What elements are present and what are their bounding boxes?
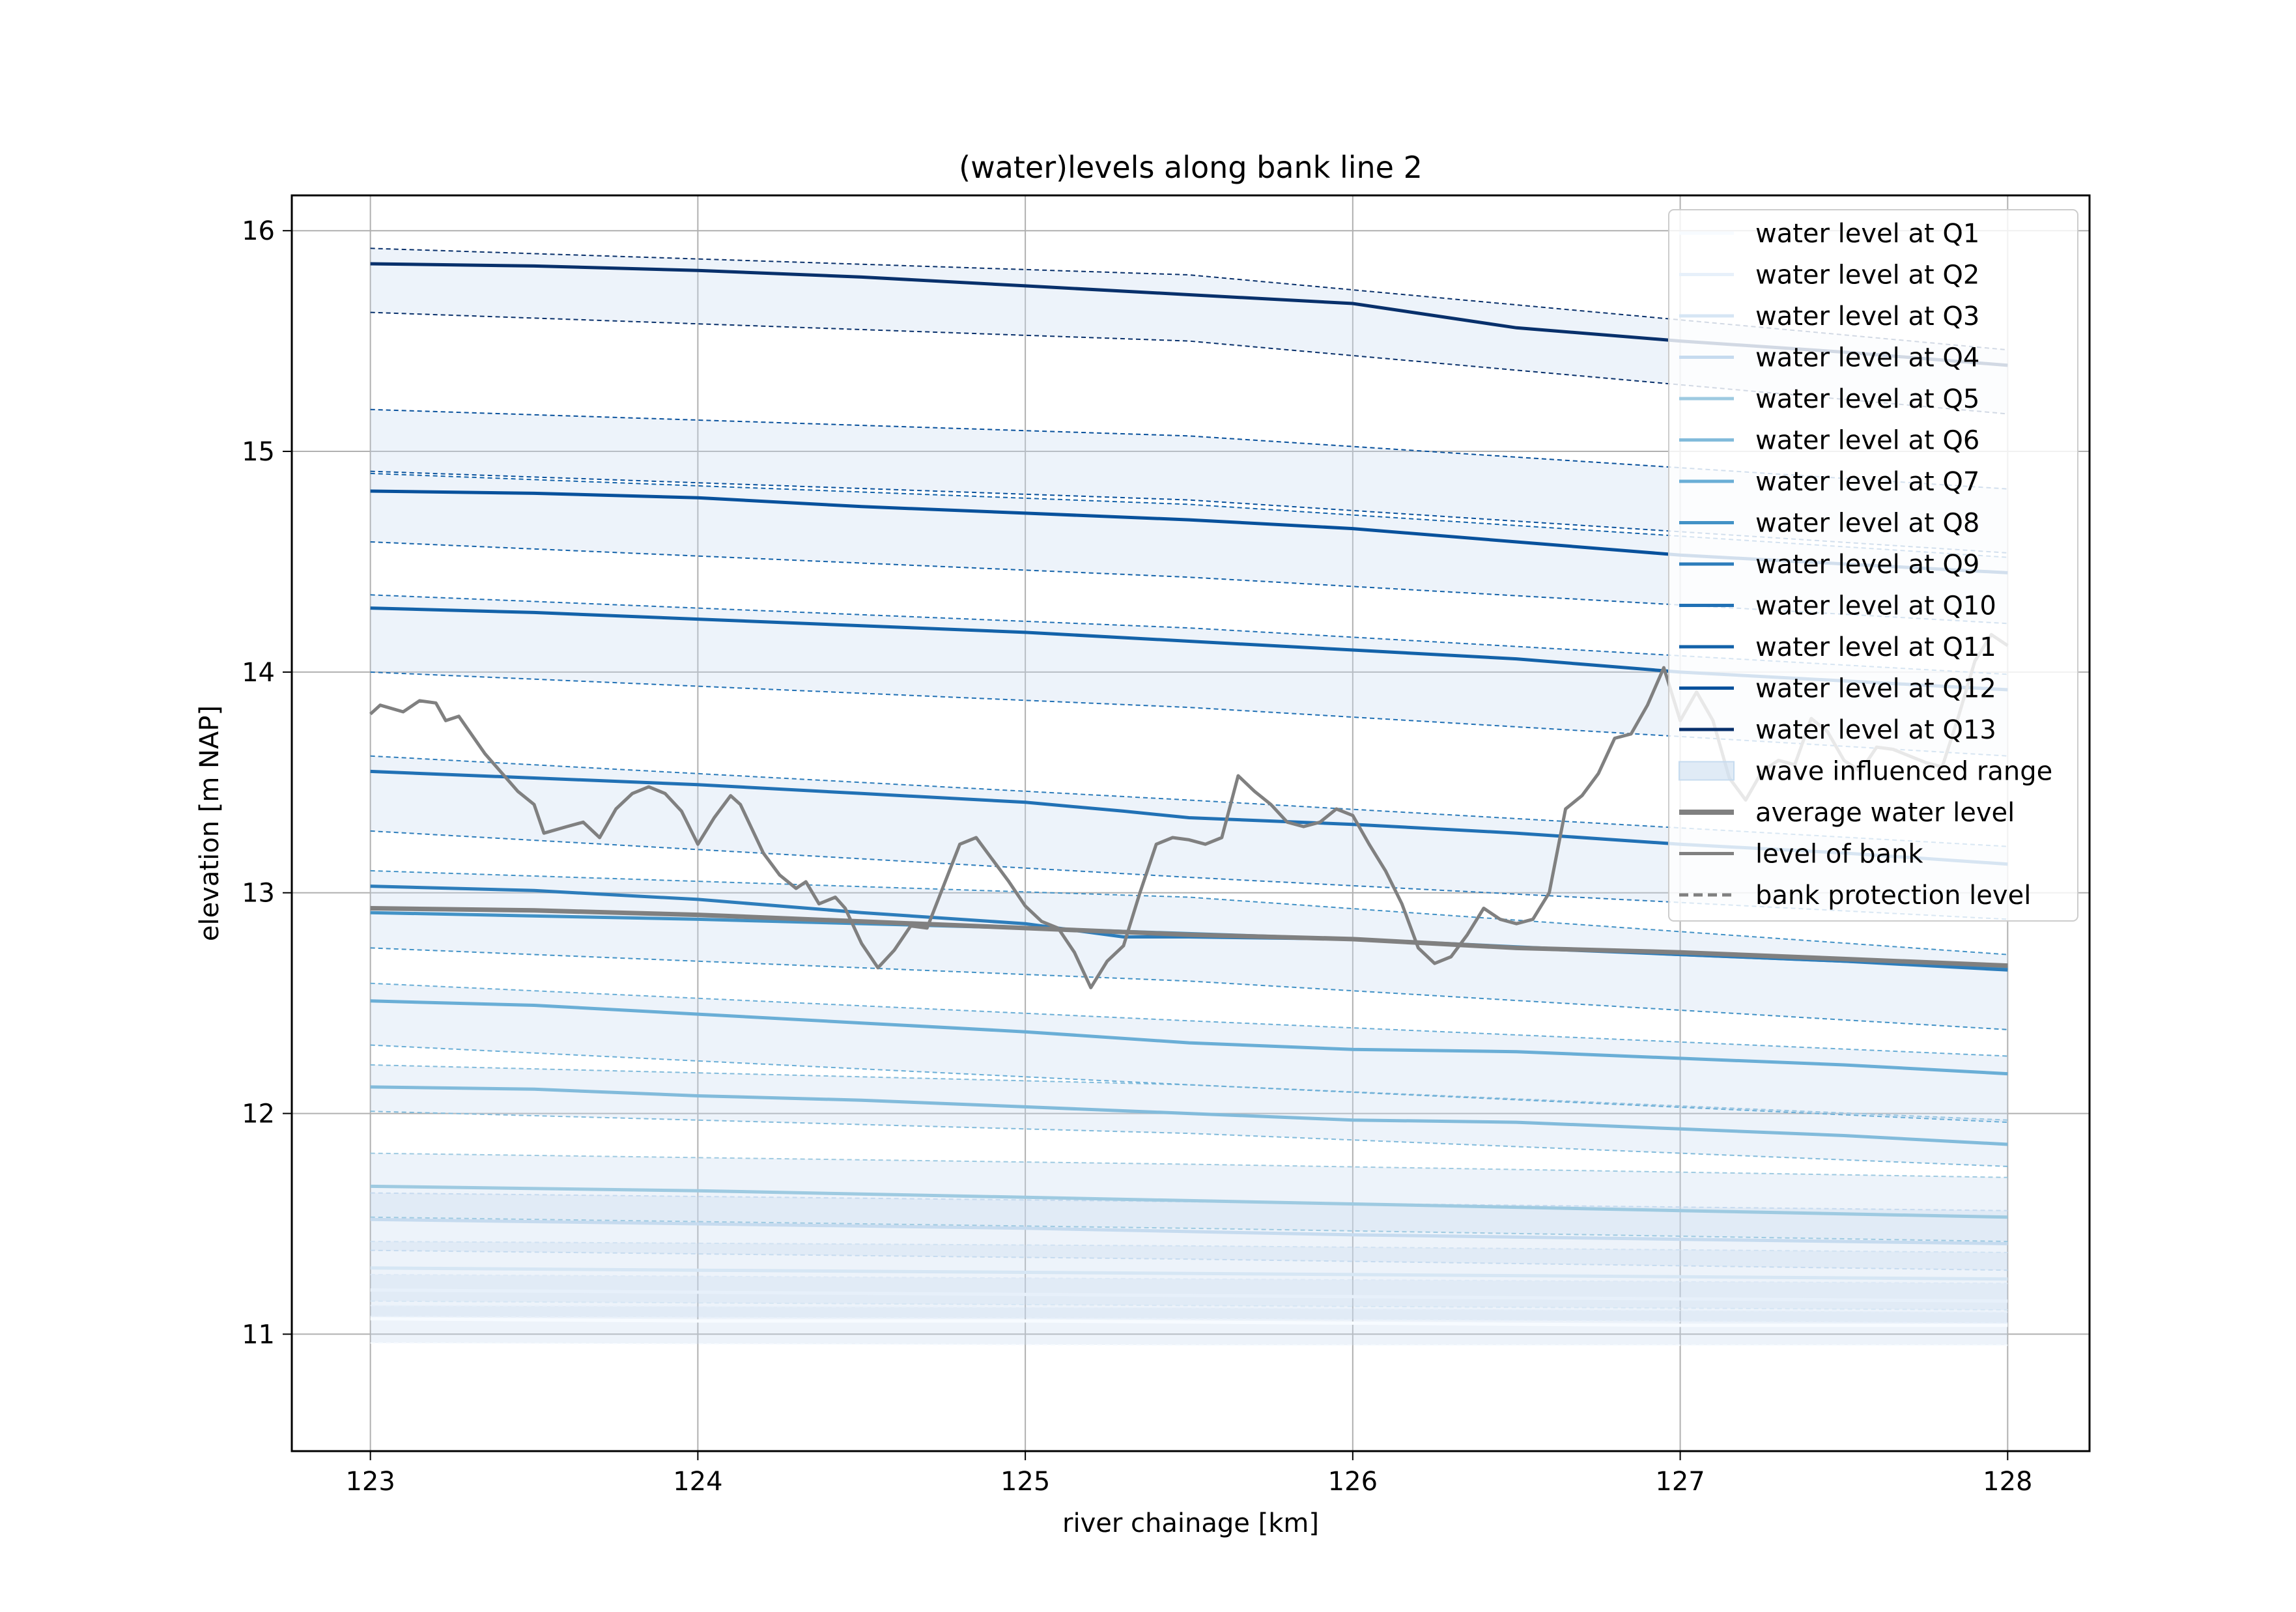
wave-range-band: [370, 473, 2008, 624]
y-tick-label: 14: [242, 658, 275, 688]
bank-protection-upper: [370, 1241, 2008, 1253]
bank-protection-upper: [370, 1152, 2008, 1178]
bank-protection-upper: [370, 1273, 2008, 1284]
y-tick-label: 11: [242, 1320, 275, 1350]
y-axis-label: elevation [m NAP]: [195, 705, 225, 941]
y-tick-label: 13: [242, 879, 275, 909]
legend-label: water level at Q12: [1755, 674, 1996, 704]
legend-label: water level at Q7: [1755, 467, 1979, 497]
wave-range-band: [370, 1305, 2008, 1346]
wave-range-band: [370, 870, 2008, 1030]
legend-label: water level at Q6: [1755, 426, 1979, 456]
wave-range-band: [370, 595, 2008, 756]
bank-protection-upper: [370, 1305, 2008, 1313]
legend-swatch: [1679, 761, 1735, 781]
legend-label: average water level: [1755, 798, 2015, 828]
y-tick-label: 16: [242, 216, 275, 246]
x-tick-label: 124: [673, 1467, 722, 1497]
wave-range-band: [370, 1153, 2008, 1242]
water-level-line-q4: [370, 1217, 2008, 1245]
y-tick-label: 12: [242, 1099, 275, 1129]
legend-label: water level at Q3: [1755, 302, 1979, 332]
y-axis-ticks: 11 12 13 14 15 16: [242, 216, 292, 1350]
water-level-line-q7: [370, 999, 2008, 1076]
legend-label: water level at Q2: [1755, 261, 1979, 290]
water-level-line-q2: [370, 1288, 2008, 1303]
x-axis-ticks: 123 124 125 126 127 128: [345, 1451, 2032, 1497]
legend-label: water level at Q11: [1755, 632, 1996, 662]
bank-protection-lower: [370, 1249, 2008, 1271]
chart-title: (water)levels along bank line 2: [959, 150, 1423, 185]
bank-protection-lower: [370, 1216, 2008, 1243]
water-level-line-q3: [370, 1266, 2008, 1281]
wave-range-band: [370, 409, 2008, 553]
legend-box: [1668, 209, 2078, 922]
x-axis-label: river chainage [km]: [1062, 1508, 1319, 1538]
wave-range-band: [370, 248, 2008, 414]
water-level-line-q1: [370, 1317, 2008, 1327]
legend-label: water level at Q4: [1755, 343, 1979, 373]
water-level-line-q5: [370, 1184, 2008, 1219]
wave-range-band: [370, 756, 2008, 920]
legend-label: water level at Q10: [1755, 591, 1996, 621]
wave-bands: [370, 247, 2008, 1346]
legend-label: wave influenced range: [1755, 757, 2052, 787]
legend-label: level of bank: [1755, 840, 1923, 870]
bank-protection-lower: [370, 1316, 2008, 1324]
average-water-level-line: [370, 906, 2008, 969]
legend-label: water level at Q1: [1755, 219, 1979, 249]
x-tick-label: 127: [1655, 1467, 1705, 1497]
bank-protection-lower: [370, 1342, 2008, 1346]
x-tick-label: 123: [345, 1467, 395, 1497]
legend-label: water level at Q13: [1755, 715, 1996, 745]
x-tick-label: 125: [1000, 1467, 1050, 1497]
water-level-line-q6: [370, 1085, 2008, 1146]
bank-protection-upper: [370, 1192, 2008, 1211]
legend-label: bank protection level: [1755, 881, 2031, 911]
x-tick-label: 126: [1328, 1467, 1378, 1497]
legend: water level at Q1 water level at Q2 water …: [1668, 209, 2078, 922]
wave-range-band: [370, 1065, 2008, 1167]
legend-label: water level at Q5: [1755, 384, 1979, 414]
bank-protection-lower: [370, 1300, 2008, 1311]
y-tick-label: 15: [242, 437, 275, 467]
legend-label: water level at Q9: [1755, 550, 1979, 580]
plot-frame: [291, 194, 2091, 1452]
legend-label: water level at Q8: [1755, 509, 1979, 539]
x-tick-label: 128: [1983, 1467, 2032, 1497]
wave-range-band: [370, 1274, 2008, 1323]
